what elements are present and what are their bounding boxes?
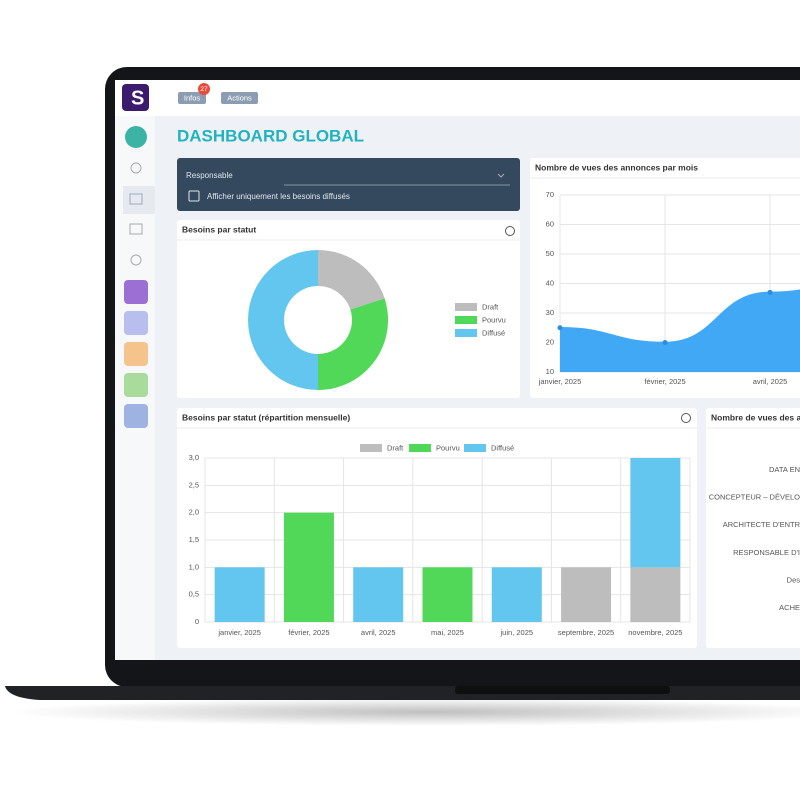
y-tick-label: 2,5 <box>189 480 199 489</box>
bar <box>214 567 265 622</box>
y-tick-label: DATA EN <box>769 465 800 474</box>
y-tick-label: 1,0 <box>189 562 199 571</box>
legend-label: Pourvu <box>436 443 460 452</box>
y-tick-label: 10 <box>546 367 554 376</box>
nav-icon[interactable] <box>124 311 148 335</box>
bar <box>422 567 473 622</box>
infos-button[interactable] <box>178 92 206 104</box>
logo <box>122 84 149 111</box>
point <box>767 289 773 295</box>
legend-label: Pourvu <box>482 315 506 324</box>
nav-icon[interactable] <box>124 404 148 428</box>
nav-icon <box>129 193 143 205</box>
y-tick-label: 70 <box>546 190 554 199</box>
bar <box>283 512 334 622</box>
chart-title: Nombre de vues des an <box>711 412 800 422</box>
x-tick-label: juin, 2025 <box>500 628 534 637</box>
legend-swatch <box>464 444 486 452</box>
nav-active[interactable] <box>123 186 155 214</box>
bar <box>561 567 612 622</box>
y-tick-label: 20 <box>546 337 554 346</box>
actions-label: Actions <box>227 93 252 102</box>
legend-label: Draft <box>387 443 404 452</box>
bar <box>491 567 542 622</box>
nav-icon[interactable] <box>124 373 148 397</box>
badge-count: 27 <box>200 86 208 93</box>
legend-label: Diffusé <box>491 443 514 452</box>
y-tick-label: ARCHITECTE D'ENTR <box>723 520 800 529</box>
chart-title: Besoins par statut (répartition mensuell… <box>182 412 350 422</box>
area <box>560 290 800 372</box>
bar <box>353 567 404 622</box>
legend-label: Draft <box>482 302 499 311</box>
bar <box>630 458 681 568</box>
x-tick-label: janvier, 2025 <box>538 377 582 386</box>
select-caret[interactable] <box>497 173 505 178</box>
x-tick-label: janvier, 2025 <box>217 628 261 637</box>
chart-title: Besoins par statut <box>182 224 256 234</box>
info-icon[interactable] <box>681 413 691 423</box>
shadow <box>10 698 800 726</box>
actions-button[interactable] <box>221 92 258 104</box>
y-tick-label: 1,5 <box>189 535 199 544</box>
y-tick-label: RESPONSABLE D'I <box>733 548 800 557</box>
y-tick-label: Des <box>787 575 800 584</box>
filter-label: Responsable <box>186 171 233 180</box>
page-title: DASHBOARD GLOBAL <box>177 126 364 145</box>
x-tick-label: avril, 2025 <box>361 628 396 637</box>
x-tick-label: mai, 2025 <box>431 628 464 637</box>
infos-label: Infos <box>184 93 201 102</box>
y-tick-label: 40 <box>546 278 554 287</box>
slice <box>318 298 389 390</box>
point <box>662 340 668 345</box>
x-tick-label: avril, 2025 <box>753 377 788 386</box>
nav-icon[interactable] <box>124 280 148 304</box>
legend-swatch <box>455 329 477 337</box>
y-tick-label: 3,0 <box>189 453 199 462</box>
nav-icon[interactable] <box>125 126 147 148</box>
logo-s: S <box>131 87 144 109</box>
chart-title: Nombre de vues des annonces par mois <box>535 162 698 172</box>
badge <box>198 83 210 95</box>
y-tick-label: CONCEPTEUR – DÉVELO <box>709 493 800 502</box>
checkbox-label: Afficher uniquement les besoins diffusés <box>207 192 350 201</box>
x-tick-label: février, 2025 <box>288 628 329 637</box>
screen: S Infos 27 Actions DASHBOARD GLOBAL Resp… <box>115 80 800 660</box>
legend-swatch <box>409 444 431 452</box>
y-tick-label: 0 <box>195 617 199 626</box>
x-tick-label: février, 2025 <box>644 377 685 386</box>
legend-label: Diffusé <box>482 328 505 337</box>
card <box>706 408 800 648</box>
y-tick-label: 2,0 <box>189 508 199 517</box>
x-tick-label: septembre, 2025 <box>558 628 614 637</box>
legend-swatch <box>455 303 477 311</box>
legend-swatch <box>360 444 382 452</box>
nav-icon[interactable] <box>130 254 142 266</box>
y-tick-label: 30 <box>546 308 554 317</box>
checkbox[interactable] <box>188 190 200 202</box>
slice <box>248 250 318 390</box>
y-tick-label: 0,5 <box>189 590 199 599</box>
bar <box>630 567 681 622</box>
nav-icon[interactable] <box>129 223 143 235</box>
nav-icon[interactable] <box>130 162 142 174</box>
y-tick-label: 60 <box>546 219 554 228</box>
x-tick-label: novembre, 2025 <box>628 628 682 637</box>
nav-icon[interactable] <box>124 342 148 366</box>
y-tick-label: 50 <box>546 249 554 258</box>
laptop-base <box>5 686 800 700</box>
y-tick-label: ACHE <box>779 603 800 612</box>
line <box>559 289 800 344</box>
info-icon[interactable] <box>505 226 515 236</box>
slice <box>318 250 385 310</box>
notch <box>455 686 670 694</box>
point <box>557 325 563 331</box>
topbar <box>115 80 800 116</box>
legend-swatch <box>455 316 477 324</box>
